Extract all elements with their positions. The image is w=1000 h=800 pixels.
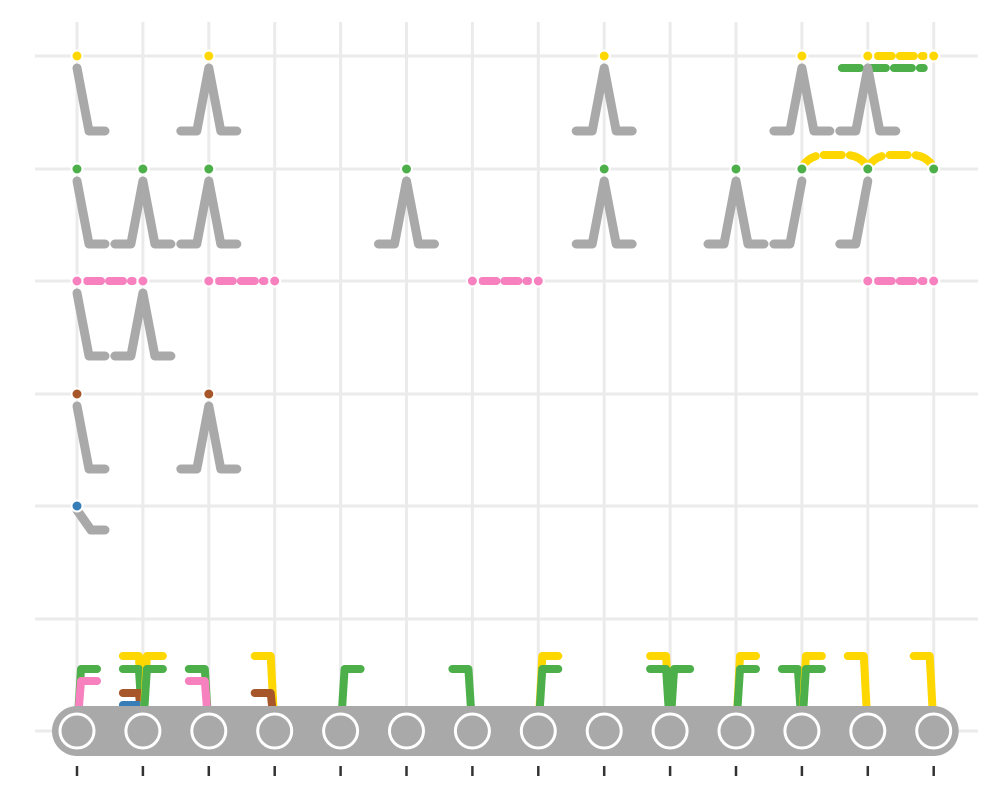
pink-dot xyxy=(927,274,941,288)
gray-branch xyxy=(176,401,242,474)
pink-dot xyxy=(202,274,216,288)
gray-branch xyxy=(72,505,110,535)
bottom-node xyxy=(585,712,623,750)
gray-branch xyxy=(571,63,637,136)
axis-ticks xyxy=(75,766,935,776)
gray-branch xyxy=(110,288,176,361)
bottom-node xyxy=(124,712,162,750)
yellow-dot xyxy=(927,49,941,63)
green-dot xyxy=(70,162,84,176)
yellow-dot xyxy=(70,49,84,63)
gray-branch xyxy=(835,63,901,136)
green-dot xyxy=(729,162,743,176)
gray-branch xyxy=(835,176,873,249)
yellow-dot xyxy=(795,49,809,63)
gray-branch xyxy=(703,176,769,249)
yellow-dot xyxy=(861,49,875,63)
grid-lines xyxy=(35,22,978,755)
gray-branch xyxy=(769,176,807,249)
yellow-curve-link xyxy=(863,151,938,171)
brown-dot xyxy=(70,387,84,401)
bottom-bar xyxy=(52,652,959,756)
gray-branch xyxy=(571,176,637,249)
connector-links xyxy=(83,52,938,285)
pink-dot xyxy=(136,274,150,288)
bottom-node xyxy=(915,712,953,750)
gray-branch xyxy=(769,63,835,136)
green-dot xyxy=(597,162,611,176)
pink-dot xyxy=(531,274,545,288)
gray-branch xyxy=(72,176,110,249)
green-dot xyxy=(400,162,413,176)
green-dot xyxy=(795,162,809,176)
bottom-node xyxy=(849,712,887,750)
gray-branch xyxy=(72,288,110,361)
bottom-node xyxy=(453,712,491,750)
green-dot xyxy=(136,162,150,176)
gray-branch xyxy=(176,176,242,249)
bottom-node xyxy=(651,712,689,750)
bottom-node xyxy=(783,712,821,750)
track-dots xyxy=(70,49,941,513)
blue-dot xyxy=(70,499,84,513)
pink-dot xyxy=(268,274,282,288)
green-dot xyxy=(202,162,216,176)
gray-branch xyxy=(110,176,176,249)
green-dot xyxy=(861,162,875,176)
brown-dot xyxy=(202,387,216,401)
gray-branch xyxy=(374,176,439,249)
bottom-node xyxy=(388,712,425,750)
yellow-dot xyxy=(597,49,611,63)
green-dot xyxy=(927,162,941,176)
pink-dot xyxy=(465,274,479,288)
yellow-curve-link xyxy=(797,151,872,171)
bottom-node xyxy=(58,712,96,750)
bottom-node xyxy=(190,712,228,750)
bottom-node xyxy=(519,712,557,750)
bottom-node xyxy=(322,712,360,750)
bottom-node xyxy=(256,712,294,750)
bottom-node xyxy=(717,712,755,750)
gray-branch xyxy=(72,401,110,474)
gray-branch xyxy=(176,63,242,136)
gray-branches xyxy=(72,63,901,535)
gray-branch xyxy=(72,63,110,136)
pink-dot xyxy=(861,274,875,288)
pink-dot xyxy=(70,274,84,288)
yellow-dot xyxy=(202,49,216,63)
